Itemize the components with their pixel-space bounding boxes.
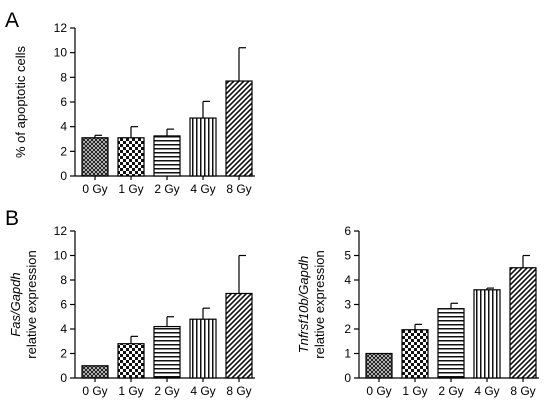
y-tick-label: 3 bbox=[344, 298, 351, 312]
x-tick-label: 2 Gy bbox=[154, 384, 179, 398]
bar bbox=[225, 292, 253, 379]
x-tick-label: 8 Gy bbox=[226, 384, 251, 398]
y-tick-label: 0 bbox=[60, 371, 67, 385]
x-tick-label: 1 Gy bbox=[118, 384, 143, 398]
bar bbox=[189, 117, 217, 177]
bar bbox=[81, 137, 109, 177]
x-tick-label: 2 Gy bbox=[154, 182, 179, 196]
chart-tnfrsf10b-expression: 0 1 2 3 4 5 6 0 Gy 1 Gy 2 Gy 4 Gy 8 Gy Tnfrsf10b/Gap… bbox=[296, 224, 539, 398]
bar bbox=[473, 289, 501, 379]
y-tick-label: 10 bbox=[54, 249, 68, 263]
bar bbox=[365, 352, 393, 379]
x-tick-label: 4 Gy bbox=[190, 384, 215, 398]
bar bbox=[509, 267, 537, 379]
x-tick-label: 4 Gy bbox=[474, 384, 499, 398]
y-tick-label: 5 bbox=[344, 249, 351, 263]
bar bbox=[117, 137, 145, 177]
y-tick-label: 8 bbox=[60, 273, 67, 287]
y-tick-label: 1 bbox=[344, 347, 351, 361]
y-axis-label: % of apoptotic cells bbox=[13, 46, 28, 159]
x-tick-label: 8 Gy bbox=[226, 182, 251, 196]
bar bbox=[225, 80, 253, 177]
y-axis-label: Tnfrsf10b/Gapdh bbox=[296, 256, 311, 354]
panel-label-b: B bbox=[5, 207, 19, 230]
y-tick-label: 10 bbox=[54, 46, 68, 60]
x-tick-label: 0 Gy bbox=[366, 384, 391, 398]
y-tick-label: 2 bbox=[60, 144, 67, 158]
x-tick-label: 2 Gy bbox=[438, 384, 463, 398]
y-axis-label: relative expression bbox=[312, 250, 327, 358]
bar bbox=[189, 318, 217, 379]
y-tick-label: 6 bbox=[344, 224, 351, 238]
bar bbox=[153, 325, 181, 379]
panel-label-a: A bbox=[5, 9, 19, 32]
y-tick-label: 12 bbox=[54, 21, 68, 35]
y-tick-label: 2 bbox=[344, 322, 351, 336]
x-tick-label: 1 Gy bbox=[402, 384, 427, 398]
x-tick-label: 8 Gy bbox=[510, 384, 535, 398]
x-tick-label: 1 Gy bbox=[118, 182, 143, 196]
y-tick-label: 12 bbox=[54, 224, 68, 238]
chart-fas-expression: 0 2 4 6 8 10 12 0 Gy 1 Gy 2 Gy 4 Gy 8 Gy Fas/Gapdh re… bbox=[8, 224, 255, 398]
chart-apoptotic-cells: 0 2 4 6 8 10 12 0 Gy 1 Gy 2 Gy 4 Gy 8 Gy % of apopto… bbox=[13, 21, 255, 196]
x-tick-label: 4 Gy bbox=[190, 182, 215, 196]
bar bbox=[81, 365, 109, 379]
y-tick-label: 0 bbox=[60, 169, 67, 183]
bar bbox=[437, 308, 465, 379]
y-tick-label: 8 bbox=[60, 70, 67, 84]
bar bbox=[153, 135, 181, 177]
y-axis-label: Fas/Gapdh bbox=[8, 272, 23, 336]
bar bbox=[117, 343, 145, 379]
x-tick-label: 0 Gy bbox=[82, 182, 107, 196]
y-tick-label: 6 bbox=[60, 95, 67, 109]
y-tick-label: 0 bbox=[344, 371, 351, 385]
y-tick-label: 6 bbox=[60, 298, 67, 312]
y-tick-label: 2 bbox=[60, 347, 67, 361]
y-tick-label: 4 bbox=[344, 273, 351, 287]
y-axis-label: relative expression bbox=[24, 250, 39, 358]
bar bbox=[401, 329, 429, 379]
y-tick-label: 4 bbox=[60, 322, 67, 336]
x-tick-label: 0 Gy bbox=[82, 384, 107, 398]
y-tick-label: 4 bbox=[60, 120, 67, 134]
